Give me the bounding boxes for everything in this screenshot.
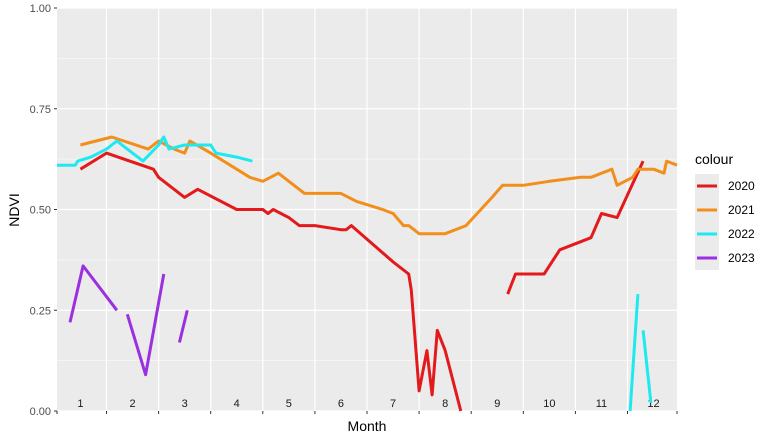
series-line-2022 xyxy=(628,294,640,412)
month-label: 1 xyxy=(77,398,83,410)
month-label: 5 xyxy=(286,398,292,410)
series-line-2022 xyxy=(641,330,653,404)
month-label: 6 xyxy=(338,398,344,410)
series-lines xyxy=(57,135,678,412)
series-line-2023 xyxy=(68,264,119,323)
month-label: 8 xyxy=(442,398,448,410)
y-tick-label: 0.25 xyxy=(30,305,51,317)
y-axis-title: NDVI xyxy=(6,193,22,226)
x-axis-title: Month xyxy=(348,418,387,434)
series-line-2023 xyxy=(125,273,166,377)
y-tick-label: 0.75 xyxy=(30,104,51,116)
month-labels: 1 2 3 4 5 6 7 8 9 10 11 12 xyxy=(77,398,659,410)
month-label: 9 xyxy=(494,398,500,410)
legend-label-2023: 2023 xyxy=(728,251,755,265)
legend-label-2022: 2022 xyxy=(728,227,755,241)
series-line-2021 xyxy=(80,135,678,236)
legend-label-2021: 2021 xyxy=(728,203,755,217)
y-axis: 0.00 0.25 0.50 0.75 1.00 xyxy=(30,3,57,418)
y-tick-label: 1.00 xyxy=(30,3,51,15)
legend-label-2020: 2020 xyxy=(728,179,755,193)
series-line-2020 xyxy=(79,151,463,412)
month-label: 3 xyxy=(182,398,188,410)
month-label: 4 xyxy=(234,398,240,410)
legend: colour 2020 2021 2022 2023 xyxy=(695,151,755,270)
legend-title: colour xyxy=(695,151,733,167)
month-label: 7 xyxy=(390,398,396,410)
month-label: 11 xyxy=(596,398,607,410)
y-tick-label: 0.00 xyxy=(30,406,51,418)
series-line-2023 xyxy=(177,309,189,343)
y-tick-label: 0.50 xyxy=(30,205,51,217)
series-line-2020 xyxy=(506,160,645,295)
month-label: 10 xyxy=(543,398,555,410)
series-line-2022 xyxy=(57,135,253,167)
x-axis xyxy=(56,411,678,414)
month-label: 2 xyxy=(129,398,135,410)
major-grid xyxy=(57,7,677,412)
